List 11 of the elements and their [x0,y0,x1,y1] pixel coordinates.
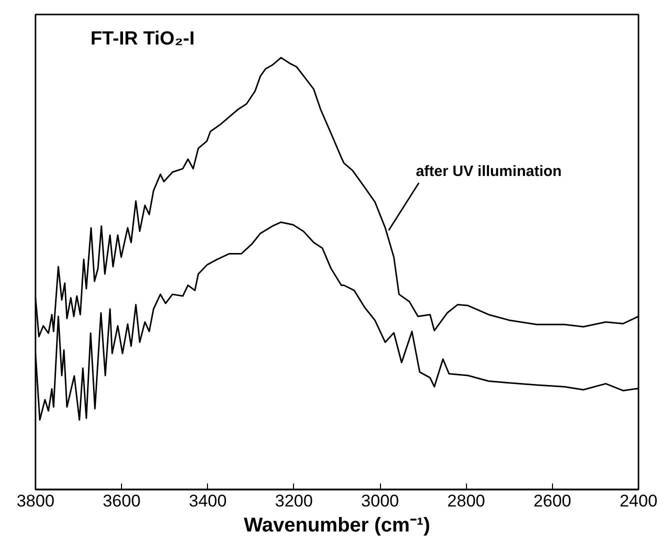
chart-title: FT-IR TiO₂-I [90,28,195,50]
x-tick-label: 2600 [533,492,572,510]
annotation: after UV illumination [416,162,562,180]
x-tick-label: 2400 [620,492,658,510]
x-tick-label: 3800 [16,492,54,510]
x-axis-title: Wavenumber (cm⁻¹) [244,514,430,536]
x-tick-label: 3200 [275,492,313,510]
x-tick-label: 2800 [447,492,486,510]
x-tick-label: 3000 [361,492,399,510]
x-tick-label: 3400 [188,492,227,510]
x-tick-label: 3600 [102,492,141,510]
